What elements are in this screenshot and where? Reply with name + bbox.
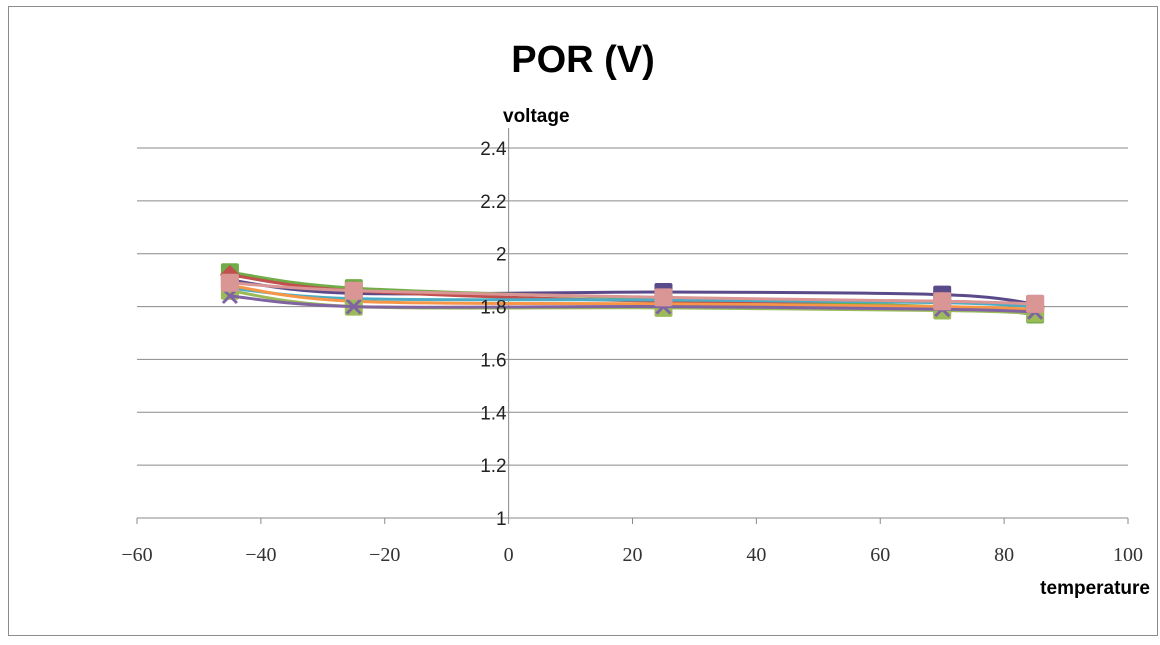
x-tick-label-2: −20 (369, 544, 400, 566)
y-tick-label-5: 2 (496, 245, 507, 266)
data-point-7-1 (344, 281, 363, 300)
x-tick-label-0: −60 (121, 544, 152, 566)
y-tick-label-0: 1 (496, 509, 507, 530)
series-group (219, 263, 1046, 324)
x-axis-label: temperature (1040, 578, 1150, 599)
y-tick-label-6: 2.2 (480, 192, 506, 213)
y-tick-label-7: 2.4 (480, 139, 507, 160)
data-point-7-0 (220, 273, 239, 292)
data-point-7-2 (654, 288, 673, 307)
tick-labels: −60 −40 −20 0 20 40 60 80 100 1 1.2 1.4 1.6 1.8 2 2.2 2.… (121, 139, 1143, 566)
data-point-7-4 (1026, 294, 1045, 313)
x-tick-label-5: 40 (746, 544, 766, 566)
y-tick-label-1: 1.2 (480, 456, 506, 477)
grid-lines (137, 147, 1128, 466)
data-point-7-3 (933, 292, 952, 311)
series-7 (220, 273, 1045, 313)
chart-title: POR (V) (511, 39, 655, 81)
axes (136, 128, 1129, 524)
y-tick-label-3: 1.6 (480, 350, 506, 371)
y-axis-label: voltage (503, 106, 570, 127)
y-tick-label-2: 1.4 (480, 403, 507, 424)
x-tick-label-3: 0 (504, 544, 514, 566)
x-tick-label-7: 80 (994, 544, 1014, 566)
y-tick-label-4: 1.8 (480, 298, 506, 319)
data-point-6-1 (345, 298, 362, 315)
x-tick-label-1: −40 (245, 544, 276, 566)
x-tick-label-8: 100 (1113, 544, 1143, 566)
chart-frame (8, 6, 1158, 636)
x-tick-label-6: 60 (870, 544, 890, 566)
x-tick-label-4: 20 (623, 544, 643, 566)
